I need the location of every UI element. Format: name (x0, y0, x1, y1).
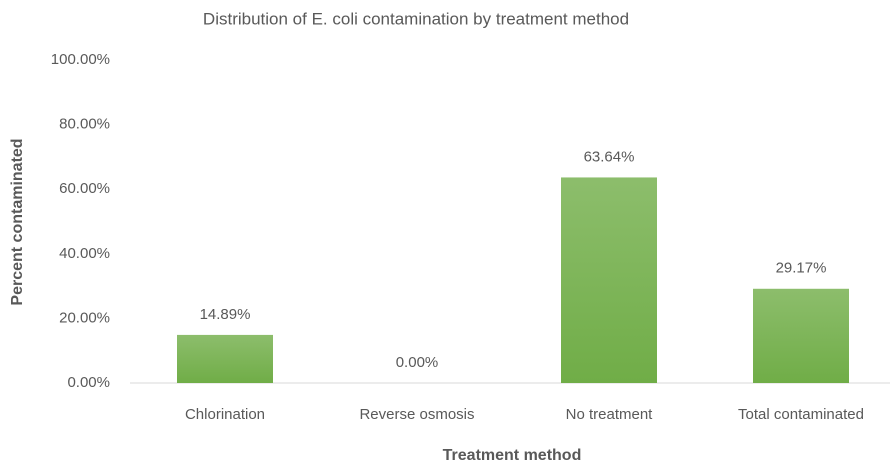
y-tick-label: 80.00% (59, 116, 110, 133)
x-tick-label: No treatment (566, 406, 654, 423)
x-tick-label: Total contaminated (738, 406, 864, 423)
bar (561, 177, 657, 383)
data-label: 14.89% (200, 306, 251, 323)
y-tick-label: 40.00% (59, 245, 110, 262)
y-tick-label: 20.00% (59, 309, 110, 326)
x-axis-label: Treatment method (443, 447, 582, 464)
y-axis-label: Percent contaminated (9, 138, 26, 305)
x-tick-label: Reverse osmosis (359, 406, 474, 423)
x-tick-label: Chlorination (185, 406, 265, 423)
y-tick-label: 0.00% (67, 374, 110, 391)
data-label: 29.17% (776, 260, 827, 277)
bar (753, 288, 849, 383)
bar (177, 334, 273, 383)
data-label: 63.64% (584, 148, 635, 165)
chart-title: Distribution of E. coli contamination by… (203, 9, 629, 28)
y-tick-label: 100.00% (51, 51, 110, 68)
y-tick-label: 60.00% (59, 180, 110, 197)
data-label: 0.00% (396, 354, 439, 371)
